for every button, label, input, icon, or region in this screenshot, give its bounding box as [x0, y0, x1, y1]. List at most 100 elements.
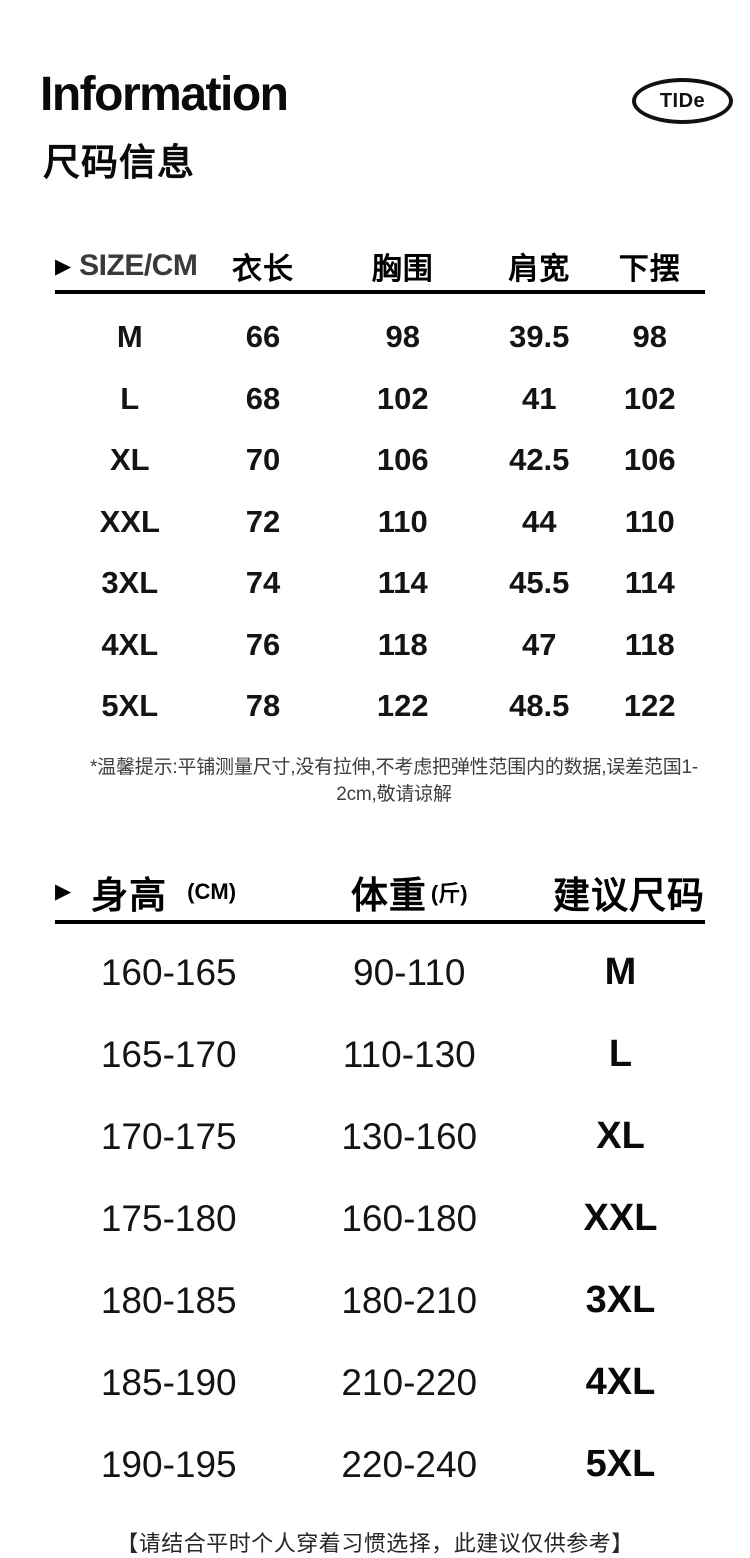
size-cell: 5XL — [101, 688, 159, 724]
height-cell: 175-180 — [100, 1197, 237, 1239]
footer-note: 【请结合平时个人穿着习惯选择，此建议仅供参考】 — [116, 1530, 634, 1556]
length-cell: 74 — [245, 565, 281, 601]
hem-cell: 102 — [623, 380, 676, 416]
chest-cell: 110 — [377, 503, 428, 539]
page-title: Information — [40, 68, 289, 121]
suggest-size-label: 建议尺码 — [553, 874, 705, 916]
size-table-body: M 66 98 39.5 98 L 68 102 41 102 XL 70 10… — [55, 294, 705, 737]
size-cell: XXL — [99, 503, 160, 539]
table-row: 190-195 220-240 5XL — [55, 1424, 705, 1506]
suggest-size-cell: M — [604, 951, 637, 994]
table-row: 5XL 78 122 48.5 122 — [55, 675, 705, 737]
title-block: Information 尺码信息 — [40, 68, 289, 186]
chest-cell: 118 — [377, 626, 428, 662]
height-cell: 170-175 — [100, 1115, 237, 1157]
table-row: 160-165 90-110 M — [55, 932, 705, 1014]
suggest-size-cell: 4XL — [585, 1361, 656, 1404]
weight-header-cell: 体重 (斤) — [283, 865, 537, 919]
hem-cell: 106 — [623, 442, 676, 478]
suggest-size-cell: XL — [596, 1115, 645, 1158]
hem-cell: 118 — [624, 626, 675, 662]
height-unit: (CM) — [187, 878, 237, 904]
suggest-size-header-cell: 建议尺码 — [536, 865, 705, 919]
table-row: 175-180 160-180 XXL — [55, 1178, 705, 1260]
chest-cell: 106 — [376, 442, 429, 478]
col-header-length: 衣长 — [232, 253, 294, 287]
size-cell: L — [120, 380, 140, 416]
weight-cell: 220-240 — [341, 1443, 478, 1485]
table-row: 3XL 74 114 45.5 114 — [55, 552, 705, 614]
height-cell: 165-170 — [100, 1033, 237, 1075]
height-header-cell: ▶ 身高 (CM) — [55, 865, 283, 919]
size-cell: M — [116, 319, 143, 355]
shoulder-cell: 48.5 — [509, 688, 570, 724]
height-cell: 190-195 — [100, 1443, 237, 1485]
size-table: ▶ SIZE/CM 衣长 胸围 肩宽 下摆 M 66 98 39.5 98 L … — [55, 242, 705, 806]
shoulder-cell: 41 — [522, 380, 557, 416]
chest-cell: 122 — [376, 688, 429, 724]
length-cell: 76 — [245, 626, 281, 662]
chest-cell: 114 — [377, 565, 428, 601]
weight-cell: 210-220 — [341, 1361, 478, 1403]
size-table-header: ▶ SIZE/CM 衣长 胸围 肩宽 下摆 — [55, 242, 705, 290]
hem-cell: 122 — [623, 688, 676, 724]
table-row: M 66 98 39.5 98 — [55, 306, 705, 368]
hem-cell: 110 — [624, 503, 675, 539]
measure-note: *温馨提示:平铺测量尺寸,没有拉伸,不考虑把弹性范围内的数据,误差范国1-2cm… — [89, 756, 698, 805]
shoulder-cell: 42.5 — [509, 442, 570, 478]
size-cm-label: SIZE/CM — [79, 249, 198, 283]
page-header: Information 尺码信息 TIDe — [0, 0, 750, 186]
shoulder-cell: 45.5 — [509, 565, 570, 601]
table-row: 180-185 180-210 3XL — [55, 1260, 705, 1342]
weight-cell: 180-210 — [341, 1279, 478, 1321]
suggest-table-body: 160-165 90-110 M 165-170 110-130 L 170-1… — [55, 924, 705, 1506]
suggest-size-cell: 3XL — [585, 1279, 656, 1322]
chest-cell: 102 — [376, 380, 429, 416]
weight-label: 体重 — [350, 874, 427, 916]
suggest-table: ▶ 身高 (CM) 体重 (斤) 建议尺码 160-165 90-110 M 1… — [55, 864, 705, 1506]
triangle-right-icon: ▶ — [55, 880, 72, 904]
header-rule — [55, 290, 705, 295]
shoulder-cell: 44 — [522, 503, 557, 539]
table-row: 165-170 110-130 L — [55, 1014, 705, 1096]
table-row: 185-190 210-220 4XL — [55, 1342, 705, 1424]
col-header-chest: 胸围 — [371, 253, 434, 287]
col-header-hem: 下摆 — [618, 253, 681, 287]
length-cell: 78 — [245, 688, 281, 724]
length-cell: 66 — [245, 319, 281, 355]
table-row: XXL 72 110 44 110 — [55, 491, 705, 553]
weight-cell: 160-180 — [341, 1197, 478, 1239]
brand-logo: TIDe — [632, 78, 733, 124]
table-row: L 68 102 41 102 — [55, 368, 705, 430]
height-label: 身高 — [91, 874, 168, 916]
length-cell: 72 — [245, 503, 281, 539]
page-subtitle: 尺码信息 — [43, 142, 195, 184]
chest-cell: 98 — [385, 319, 420, 355]
table-row: 4XL 76 118 47 118 — [55, 614, 705, 676]
length-cell: 70 — [245, 442, 281, 478]
weight-cell: 90-110 — [353, 951, 466, 993]
suggest-size-cell: XXL — [583, 1197, 658, 1240]
length-cell: 68 — [245, 380, 281, 416]
size-cell: 4XL — [101, 626, 159, 662]
triangle-right-icon: ▶ — [55, 254, 72, 278]
table-row: 170-175 130-160 XL — [55, 1096, 705, 1178]
weight-cell: 130-160 — [341, 1115, 478, 1157]
hem-cell: 114 — [624, 565, 675, 601]
shoulder-cell: 47 — [522, 626, 557, 662]
size-cm-header-cell: ▶ SIZE/CM — [55, 249, 205, 283]
suggest-table-header: ▶ 身高 (CM) 体重 (斤) 建议尺码 — [55, 864, 705, 920]
hem-cell: 98 — [632, 319, 667, 355]
weight-unit: (斤) — [430, 880, 468, 906]
suggest-size-cell: 5XL — [585, 1443, 656, 1486]
shoulder-cell: 39.5 — [509, 319, 570, 355]
brand-logo-text: TIDe — [659, 89, 706, 112]
header-rule — [55, 919, 705, 924]
height-cell: 180-185 — [100, 1279, 237, 1321]
height-cell: 185-190 — [100, 1361, 237, 1403]
size-cell: XL — [109, 442, 150, 478]
size-cell: 3XL — [101, 565, 159, 601]
suggest-size-cell: L — [608, 1033, 633, 1076]
col-header-shoulder: 肩宽 — [508, 253, 571, 287]
